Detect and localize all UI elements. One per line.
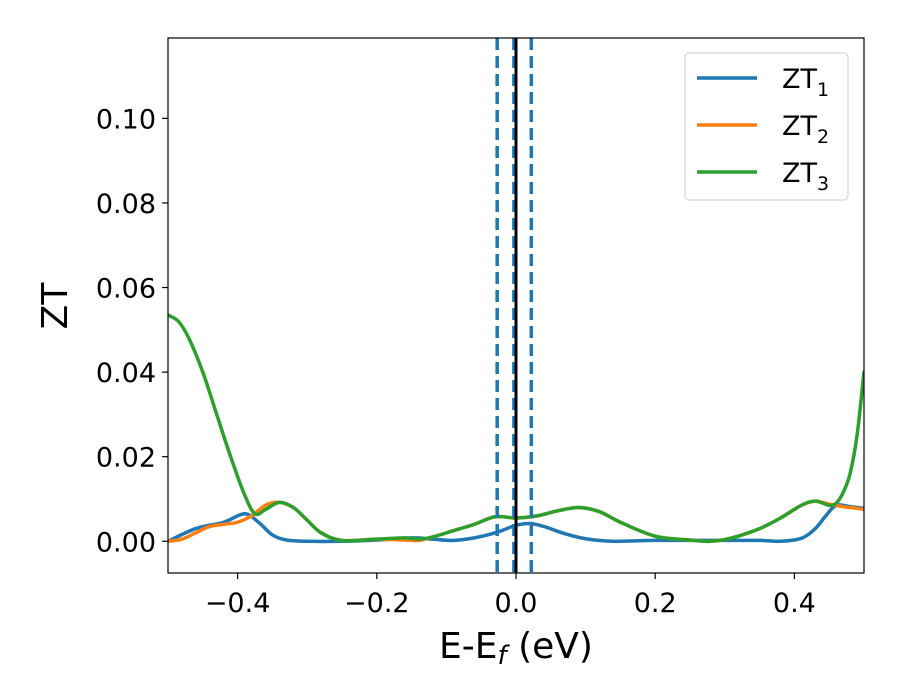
y-tick-label: 0.02 bbox=[96, 443, 156, 474]
x-tick-label: −0.4 bbox=[205, 588, 271, 619]
y-axis-label: ZT bbox=[35, 282, 76, 330]
x-axis-label: E-Ef (eV) bbox=[439, 626, 593, 671]
legend-label-zt3: ZT3 bbox=[782, 158, 829, 195]
series-layer bbox=[168, 38, 864, 573]
y-tick-label: 0.04 bbox=[96, 358, 156, 389]
y-tick-label: 0.06 bbox=[96, 274, 156, 305]
y-tick-label: 0.00 bbox=[96, 527, 156, 558]
y-tick-label: 0.10 bbox=[96, 104, 156, 135]
x-tick-label: 0.0 bbox=[495, 588, 538, 619]
legend: ZT1 ZT2 ZT3 bbox=[684, 52, 849, 201]
legend-label-zt1: ZT1 bbox=[782, 64, 829, 101]
x-tick-label: −0.2 bbox=[344, 588, 410, 619]
x-tick-label: 0.2 bbox=[634, 588, 677, 619]
x-axis-ticks: −0.4 −0.2 0.0 0.2 0.4 bbox=[205, 573, 816, 619]
y-axis-ticks: 0.00 0.02 0.04 0.06 0.08 0.10 bbox=[96, 104, 168, 558]
legend-box bbox=[684, 52, 849, 201]
series-line-zt3 bbox=[168, 313, 864, 544]
y-tick-label: 0.08 bbox=[96, 189, 156, 220]
legend-label-zt2: ZT2 bbox=[782, 111, 829, 148]
x-tick-label: 0.4 bbox=[773, 588, 816, 619]
